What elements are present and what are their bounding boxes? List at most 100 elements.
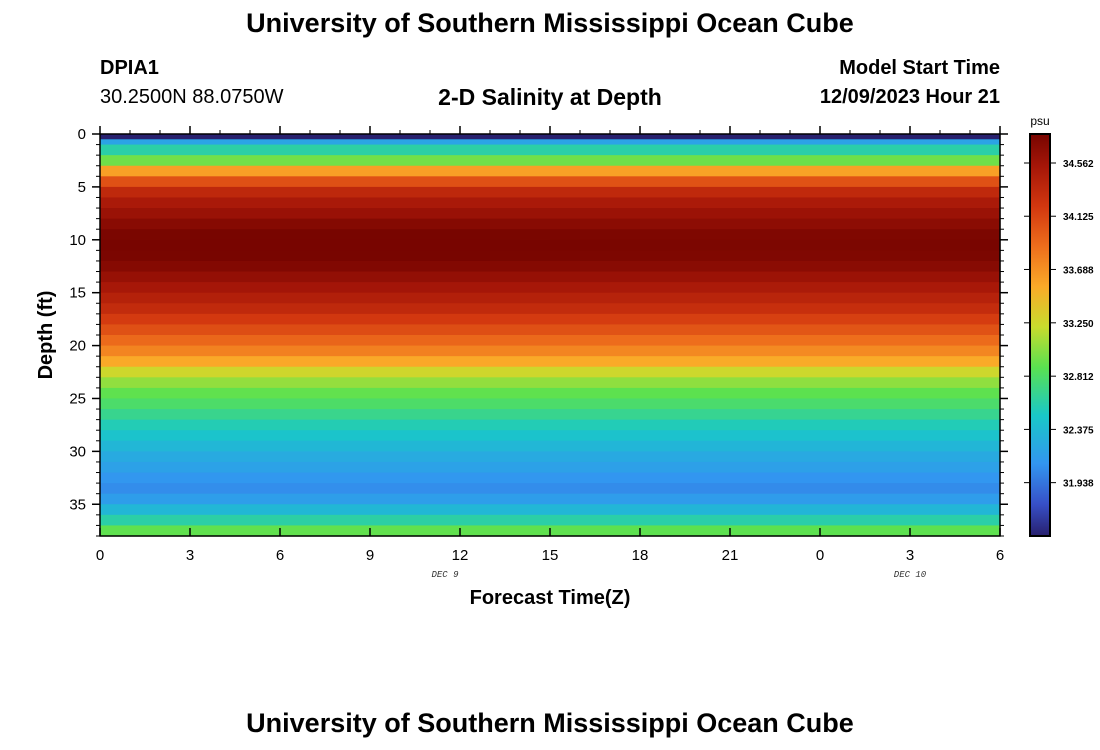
heatmap-cell [430,525,461,537]
heatmap-cell [730,176,761,188]
heatmap-cell [730,377,761,389]
heatmap-cell [130,218,161,230]
heatmap-cell [850,419,881,431]
heatmap-cell [280,260,311,273]
heatmap-cell [610,514,641,527]
heatmap-cell [730,345,761,357]
heatmap-cell [460,398,491,410]
heatmap-cell [520,144,551,156]
heatmap-cell [760,398,791,410]
heatmap-cell [970,271,1001,283]
heatmap-cell [760,514,791,527]
heatmap-cell [610,239,641,251]
y-tick-label: 0 [78,126,86,143]
heatmap-cell [940,229,971,241]
heatmap-cell [880,409,911,421]
heatmap-cell [760,525,791,537]
heatmap-cell [790,493,821,505]
heatmap-cell [550,409,581,421]
heatmap-cell [250,186,281,199]
heatmap-cell [940,461,971,474]
heatmap-cell [160,303,191,315]
heatmap-cell [940,472,971,484]
heatmap-cell [160,239,191,251]
heatmap-cell [430,165,461,177]
heatmap-cell [670,409,701,421]
heatmap-cell [130,239,161,251]
heatmap-cell [790,144,821,156]
heatmap-cell [580,419,611,431]
heatmap-cell [160,271,191,283]
heatmap-cell [340,260,371,273]
heatmap-cell [400,260,431,273]
heatmap-cell [700,303,731,315]
heatmap-cell [250,282,281,294]
heatmap-cell [850,260,881,273]
heatmap-cell [220,514,251,527]
heatmap-cell [340,176,371,188]
heatmap-cell [970,239,1001,251]
heatmap-cell [370,271,401,283]
heatmap-cell [760,282,791,294]
heatmap-cell [970,387,1001,400]
heatmap-cell [820,250,851,262]
heatmap-cell [490,461,521,474]
heatmap-cell [730,208,761,220]
heatmap-cell [970,197,1001,209]
heatmap-cell [160,260,191,273]
heatmap-cell [280,218,311,230]
heatmap-cell [850,324,881,336]
heatmap-cell [250,250,281,262]
heatmap-cell [340,419,371,431]
heatmap-cell [820,504,851,516]
heatmap-cell [310,387,341,400]
heatmap-cell [640,218,671,230]
heatmap-cell [910,229,941,241]
colorbar-tick-label: 31.938 [1063,479,1094,490]
heatmap-cell [460,451,491,463]
heatmap-cell [520,313,551,326]
x-tick-label: 9 [366,547,374,564]
heatmap-cell [460,134,491,140]
heatmap-cell [940,377,971,389]
heatmap-cell [490,218,521,230]
heatmap-cell [370,525,401,537]
heatmap-cell [850,176,881,188]
heatmap-cell [490,186,521,199]
heatmap-cell [460,472,491,484]
heatmap-cell [850,165,881,177]
heatmap-cell [520,208,551,220]
heatmap-cell [250,335,281,347]
heatmap-cell [220,409,251,421]
heatmap-cell [340,514,371,527]
heatmap-cell [520,409,551,421]
heatmap-cell [580,345,611,357]
heatmap-cell [520,260,551,273]
heatmap-cell [430,155,461,167]
x-tick-label: 6 [996,547,1004,564]
heatmap-cell [340,218,371,230]
heatmap-cell [130,409,161,421]
heatmap-cell [820,324,851,336]
heatmap-cell [970,409,1001,421]
heatmap-cell [130,387,161,400]
heatmap-cell [820,461,851,474]
heatmap-cell [670,377,701,389]
heatmap-cell [130,377,161,389]
heatmap-cell [820,313,851,326]
heatmap-cell [220,430,251,442]
heatmap-cell [610,229,641,241]
heatmap-cell [580,377,611,389]
heatmap-cell [700,504,731,516]
heatmap-cell [220,186,251,199]
heatmap-cell [100,303,131,315]
heatmap-cell [760,292,791,304]
heatmap-cell [460,377,491,389]
heatmap-cell [280,292,311,304]
heatmap-cell [610,377,641,389]
heatmap-cell [190,139,221,146]
heatmap-cell [160,165,191,177]
heatmap-cell [520,239,551,251]
heatmap-cell [670,165,701,177]
heatmap-cell [280,461,311,474]
